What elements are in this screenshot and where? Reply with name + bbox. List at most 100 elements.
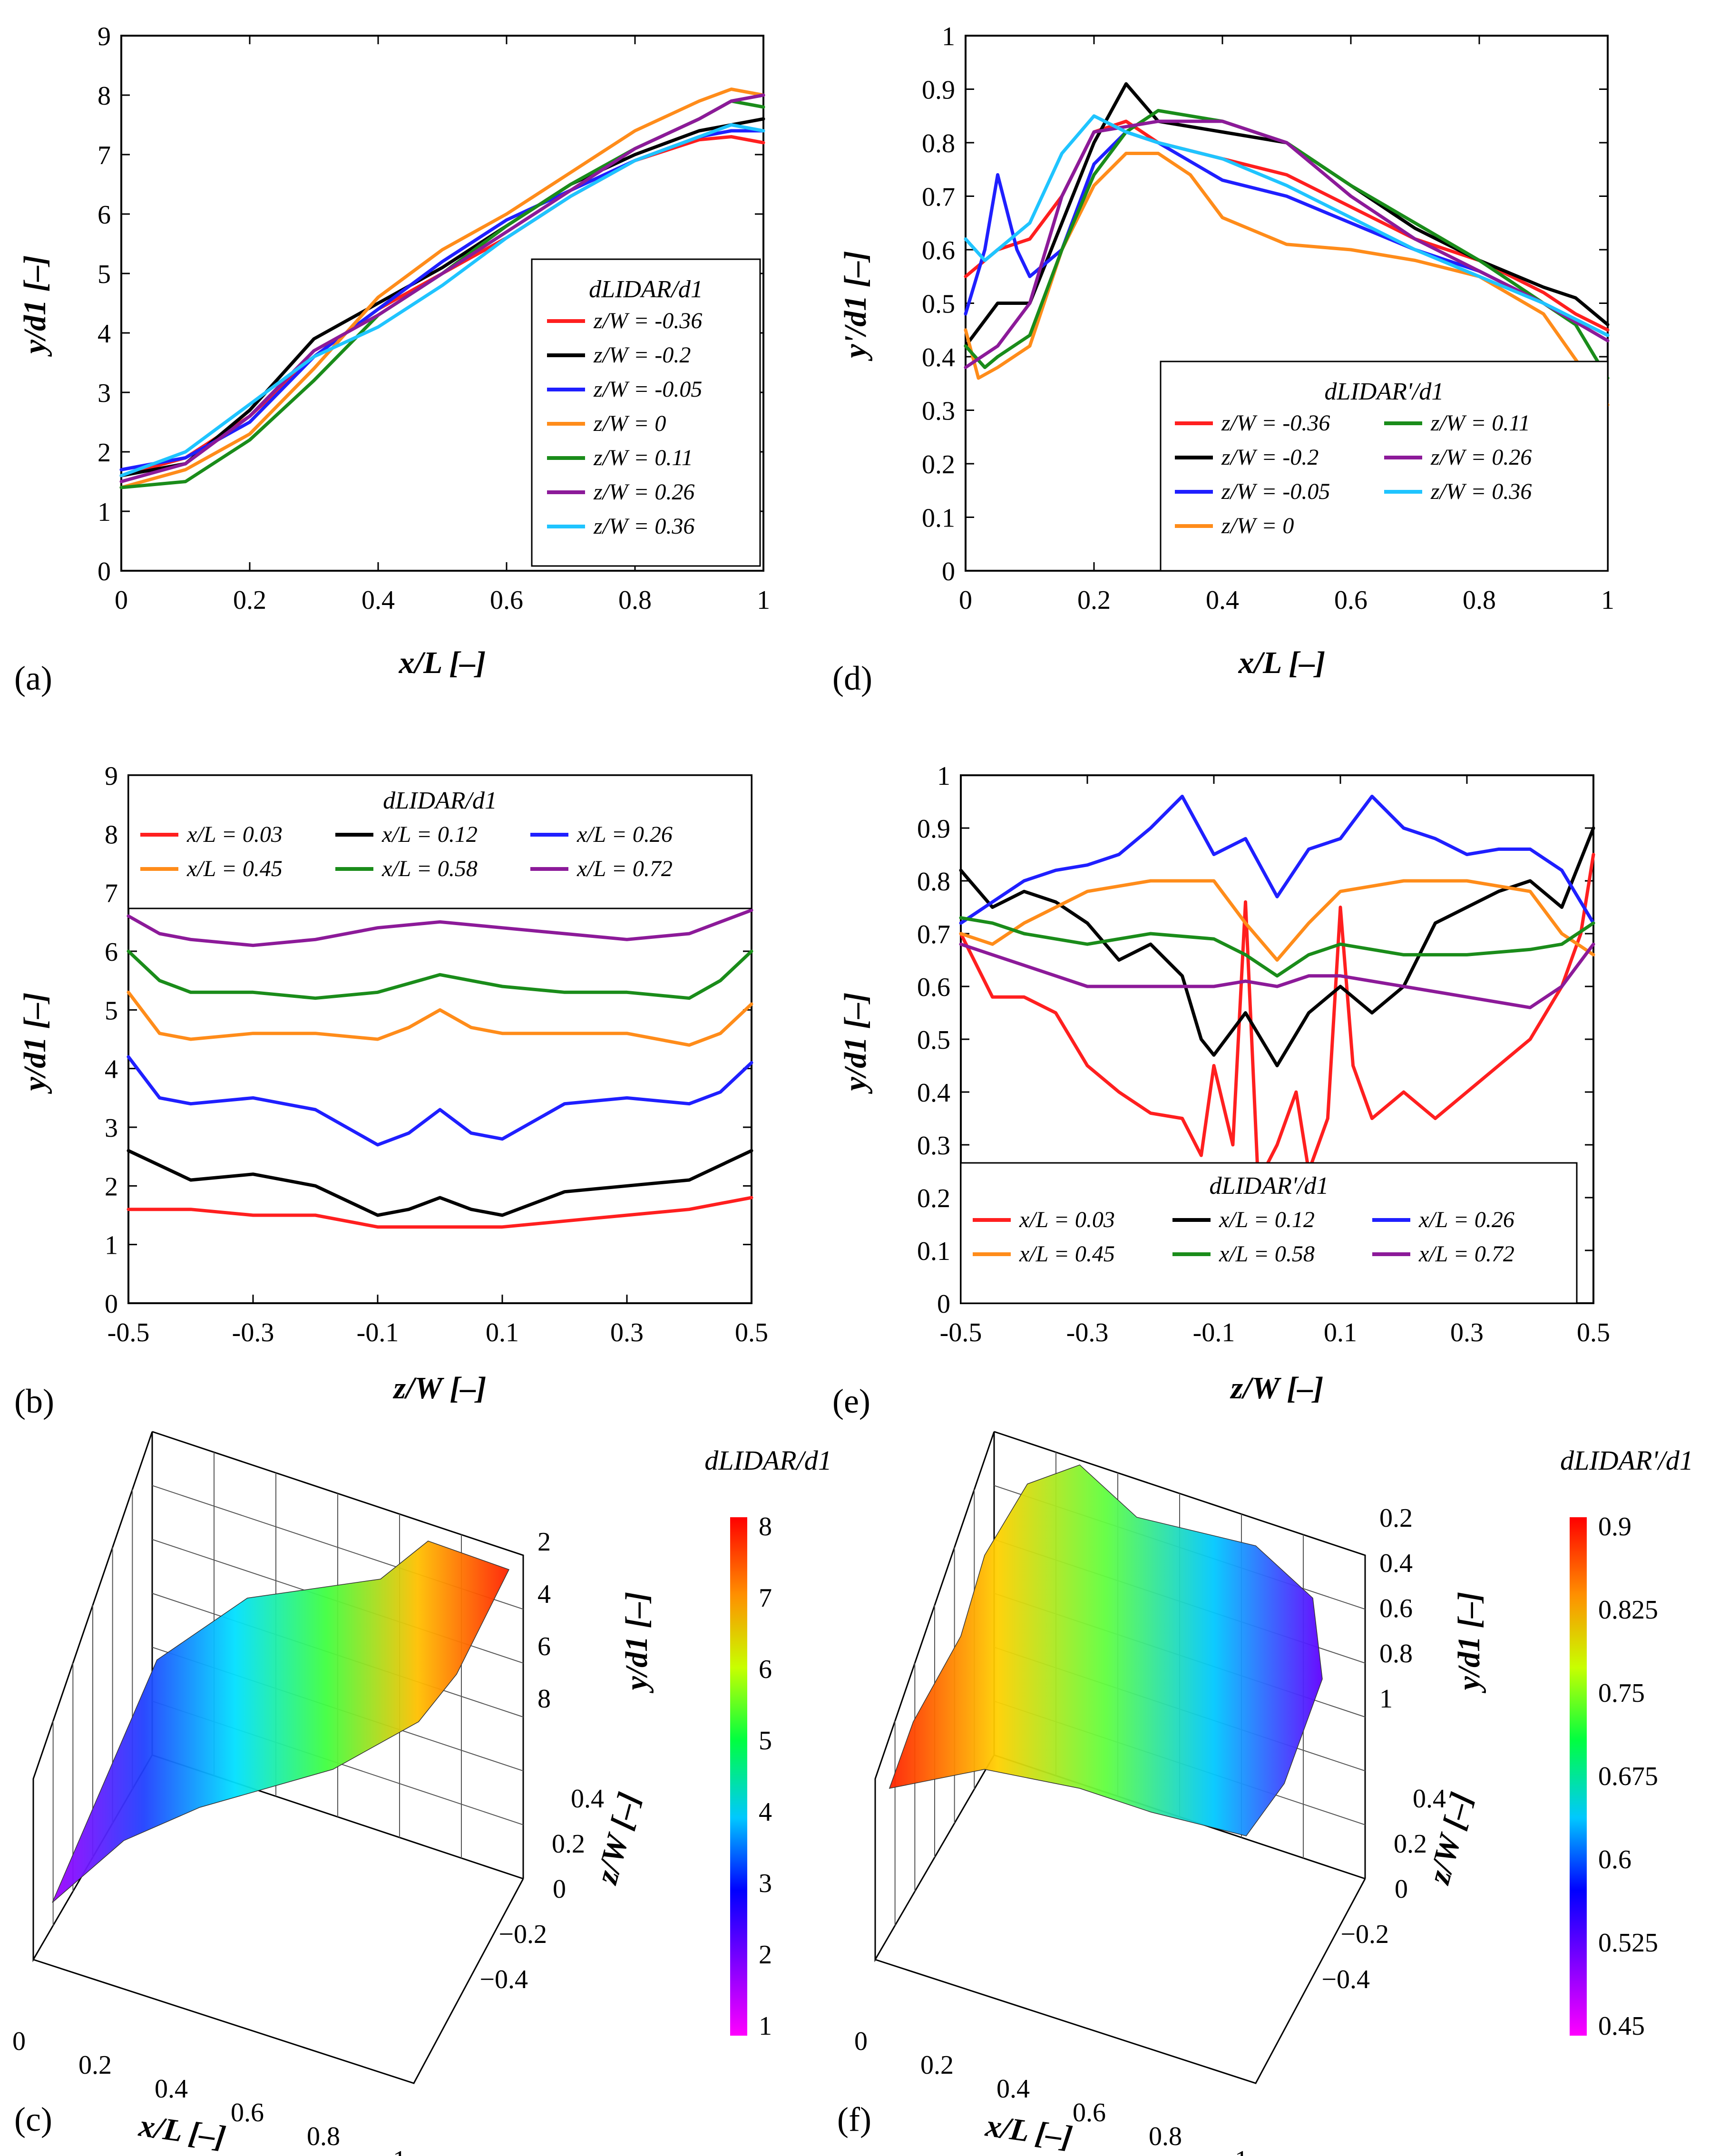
panel-b-series-line <box>127 990 753 1047</box>
panel-b-y-axis-label: y/d1 [–] <box>18 992 52 1094</box>
panel-e-x-tick-label: -0.5 <box>940 1318 982 1347</box>
panel-a-series-line <box>119 93 765 483</box>
panel-c-y-axis-label: y/d1 [–] <box>619 1591 654 1693</box>
panel-a-legend-entry: z/W = 0 <box>593 411 666 436</box>
panel-c: 00.20.40.60.8186420.40.20−0.2−0.4x/L [–]… <box>12 1431 832 2156</box>
panel-e: -0.5 -0.3 -0.1 0.1 0.3 0.5 0 0.1 0.2 0.3 0.4 0.5 0.6… <box>832 761 1610 1420</box>
panel-c-z-tick-label: −0.4 <box>479 1965 528 1994</box>
panel-e-y-tick-label: 1 <box>937 761 950 791</box>
panel-a-series-line <box>119 88 765 489</box>
panel-a-y-tick-label: 9 <box>98 22 111 51</box>
panel-a-x-tick-label: 1 <box>757 585 770 615</box>
panel-e-y-tick-label: 0.8 <box>917 867 950 897</box>
panel-a-x-tick-label: 0.8 <box>618 585 652 615</box>
panel-d: 0 0.2 0.4 0.6 0.8 1 0 0.1 0.2 0.3 0.4 0.5 0.6 0.7 0.8 0… <box>832 22 1614 697</box>
panel-c-colorbar-tick: 7 <box>759 1583 772 1613</box>
panel-b-legend-entry: x/L = 0.26 <box>576 822 673 847</box>
panel-e-series-line <box>959 853 1595 1184</box>
panel-b-y-tick-label: 7 <box>105 879 118 908</box>
panel-f-box-floor <box>875 1878 1366 2084</box>
panel-d-legend-entry: z/W = -0.2 <box>1221 445 1319 470</box>
panel-e-y-tick-label: 0.5 <box>917 1025 950 1055</box>
panel-c-colorbar-tick: 4 <box>759 1797 772 1827</box>
panel-a-x-tick-label: 0.4 <box>361 585 395 615</box>
panel-b-legend-entry: x/L = 0.45 <box>186 856 283 881</box>
panel-f-colorbar-tick: 0.9 <box>1598 1512 1631 1541</box>
panel-d-legend-entry: z/W = 0 <box>1221 513 1294 538</box>
panel-f-colorbar-tick: 0.45 <box>1598 2011 1645 2041</box>
panel-b-x-tick-label: 0.1 <box>486 1318 519 1347</box>
panel-e-legend-entry: x/L = 0.58 <box>1219 1241 1315 1267</box>
panel-d-x-axis-label: x/L [–] <box>1238 645 1326 680</box>
panel-f-z-tick-label: −0.2 <box>1340 1920 1389 1949</box>
panel-f-y-tick-label: 0.4 <box>1379 1549 1413 1578</box>
panel-e-legend-box <box>960 1162 1578 1304</box>
panel-b-y-tick-label: 0 <box>105 1289 118 1319</box>
panel-e-series-line <box>959 942 1595 1009</box>
panel-c-x-tick-label: 0.8 <box>307 2122 340 2151</box>
panel-c-x-tick-label: 0.2 <box>78 2050 112 2080</box>
panel-d-y-tick-label: 0.1 <box>922 504 955 533</box>
panel-e-y-tick-label: 0.9 <box>917 814 950 844</box>
panel-b-y-tick-label: 8 <box>105 820 118 849</box>
panel-f-z-tick-label: −0.4 <box>1321 1965 1370 1994</box>
panel-a-x-tick-label: 0.6 <box>490 585 523 615</box>
panel-a-x-axis-label: x/L [–] <box>399 645 486 680</box>
panel-c-colorbar <box>730 1517 747 2036</box>
panel-d-legend-title: dLIDAR'/d1 <box>1325 378 1444 405</box>
panel-b-series-line <box>127 1149 753 1217</box>
panel-d-panel-label: (d) <box>832 659 872 697</box>
panel-f: 00.20.40.60.8110.80.60.40.20.40.20−0.2−0… <box>837 1431 1693 2156</box>
panel-d-legend-entry: z/W = 0.36 <box>1430 479 1532 504</box>
panel-e-y-tick-label: 0 <box>937 1289 950 1319</box>
panel-e-y-tick-label: 0.2 <box>917 1184 950 1213</box>
panel-d-x-tick-label: 0.2 <box>1077 585 1111 615</box>
panel-e-y-tick-label: 0.1 <box>917 1237 950 1266</box>
panel-d-series-line <box>964 119 1610 369</box>
panel-a-y-tick-label: 4 <box>98 319 111 349</box>
panel-c-colorbar-tick: 5 <box>759 1726 772 1756</box>
panel-a-y-tick-label: 6 <box>98 200 111 230</box>
panel-d-x-tick-label: 0.8 <box>1463 585 1496 615</box>
panel-e-legend-title: dLIDAR'/d1 <box>1210 1172 1329 1200</box>
panel-c-y-tick-label: 8 <box>537 1684 551 1714</box>
panel-b-series-line <box>127 949 753 1000</box>
panel-d-legend-entry: z/W = 0.26 <box>1430 445 1532 470</box>
panel-f-x-tick-label: 0.8 <box>1149 2122 1182 2151</box>
panel-a: 0 0.2 0.4 0.6 0.8 1 0 1 2 3 4 5 6 7 8 9 x/L [–] y/d1 [–] (… <box>14 22 770 697</box>
panel-f-colorbar-tick: 0.675 <box>1598 1762 1658 1791</box>
panel-a-plot-frame <box>120 35 764 572</box>
panel-a-x-tick-label: 0 <box>115 585 128 615</box>
panel-c-x-tick-label: 1 <box>393 2146 406 2156</box>
panel-b-y-tick-label: 6 <box>105 937 118 967</box>
panel-c-box-floor <box>33 1878 524 2084</box>
panel-a-legend-entry: z/W = -0.36 <box>593 308 702 333</box>
panel-c-colorbar-tick: 8 <box>759 1512 772 1541</box>
panel-d-x-tick-label: 0.4 <box>1206 585 1239 615</box>
panel-e-series-line <box>959 826 1595 1067</box>
panel-c-x-tick-label: 0.6 <box>231 2098 264 2127</box>
panel-f-colorbar <box>1570 1517 1587 2036</box>
panel-d-series-line <box>964 130 1610 337</box>
panel-c-colorbar-tick: 6 <box>759 1655 772 1684</box>
panel-c-colorbar-tick: 3 <box>759 1869 772 1898</box>
panel-b-y-tick-label: 3 <box>105 1113 118 1143</box>
panel-b-x-tick-label: -0.5 <box>107 1318 150 1347</box>
panel-d-y-tick-label: 0.3 <box>922 397 955 426</box>
panel-e-legend-entry: x/L = 0.72 <box>1418 1241 1514 1267</box>
panel-b-y-tick-label: 9 <box>105 761 118 791</box>
panel-e-legend-entry: x/L = 0.26 <box>1418 1207 1514 1232</box>
panel-c-y-tick-label: 2 <box>537 1527 551 1557</box>
panel-f-z-tick-label: 0.2 <box>1394 1829 1427 1859</box>
panel-e-x-tick-label: -0.1 <box>1193 1318 1235 1347</box>
panel-d-legend-entry: z/W = -0.36 <box>1221 410 1330 436</box>
panel-d-x-tick-label: 0 <box>959 585 972 615</box>
panel-f-colorbar-tick: 0.6 <box>1598 1845 1631 1874</box>
panel-d-y-axis-label: y'/d1 [–] <box>838 251 873 361</box>
panel-c-y-tick-label: 6 <box>537 1632 551 1661</box>
panel-f-y-tick-label: 0.8 <box>1379 1639 1413 1668</box>
panel-a-y-tick-label: 0 <box>98 557 111 586</box>
panel-b-legend-entry: x/L = 0.12 <box>381 822 478 847</box>
panel-f-colorbar-tick: 0.825 <box>1598 1595 1658 1625</box>
